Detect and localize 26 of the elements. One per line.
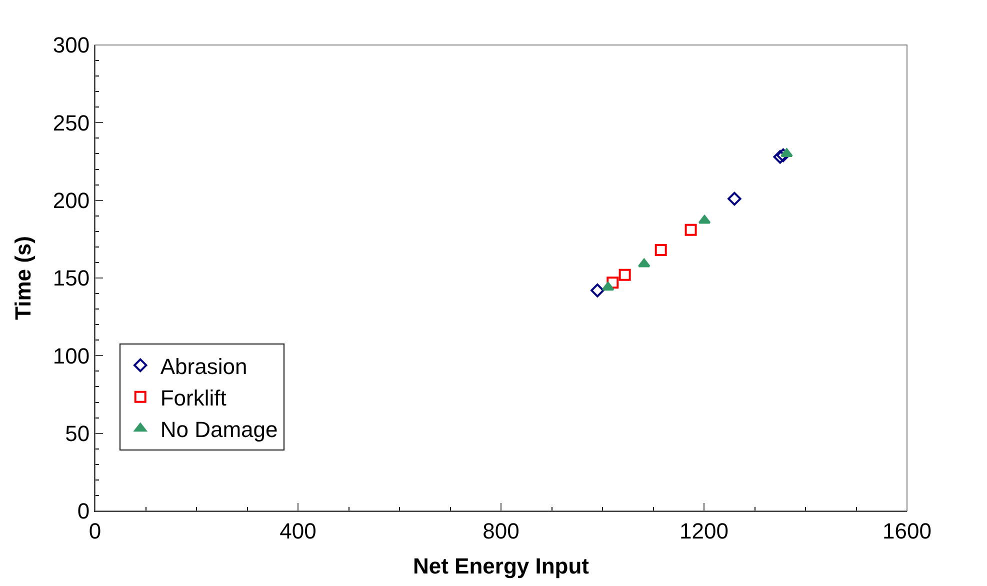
y-axis-title: Time (s) bbox=[10, 236, 36, 320]
y-tick-label: 100 bbox=[52, 343, 90, 368]
y-tick-label: 200 bbox=[52, 188, 90, 214]
x-axis-title: Net Energy Input bbox=[412, 553, 590, 578]
point bbox=[776, 148, 790, 162]
y-tick-label: 150 bbox=[52, 266, 90, 291]
y-tick-label: 250 bbox=[52, 110, 90, 136]
point bbox=[590, 284, 604, 298]
point bbox=[684, 224, 697, 236]
x-tick-label: 400 bbox=[280, 518, 316, 544]
point bbox=[780, 148, 793, 157]
y-tick-label: 0 bbox=[77, 498, 90, 524]
point bbox=[618, 268, 631, 281]
x-tick-label: 800 bbox=[482, 518, 520, 544]
point bbox=[728, 192, 742, 206]
point bbox=[602, 282, 614, 291]
legend-label: Forklift bbox=[160, 385, 226, 410]
point bbox=[654, 244, 667, 256]
y-tick-label: 50 bbox=[65, 421, 90, 446]
legend-label: Abrasion bbox=[160, 354, 248, 379]
point bbox=[606, 276, 619, 289]
point bbox=[773, 150, 787, 164]
legend-label: No Damage bbox=[160, 417, 278, 442]
y-tick-label: 300 bbox=[52, 32, 90, 58]
x-tick-label: 1200 bbox=[680, 518, 728, 544]
x-tick-label: 1600 bbox=[882, 518, 932, 544]
